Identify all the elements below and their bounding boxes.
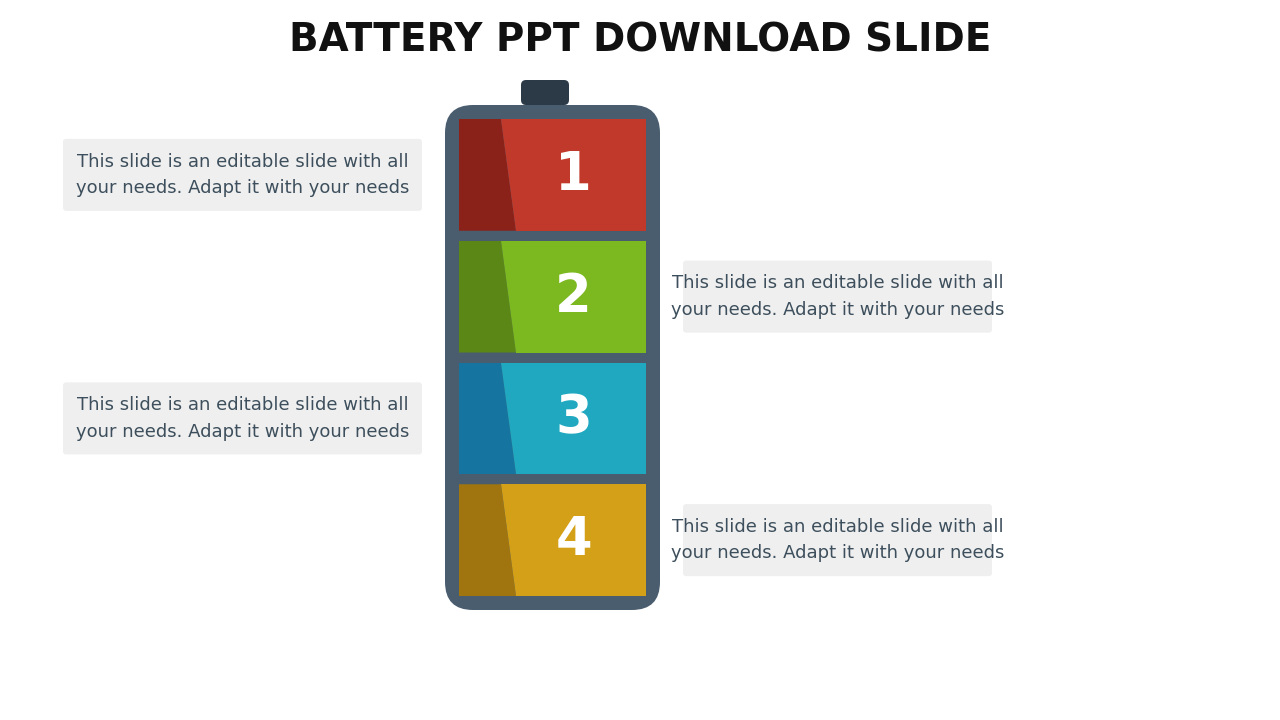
Polygon shape	[460, 119, 516, 230]
Text: 4: 4	[556, 514, 591, 566]
FancyBboxPatch shape	[63, 382, 422, 454]
FancyBboxPatch shape	[684, 261, 992, 333]
Bar	[460, 230, 646, 240]
FancyBboxPatch shape	[63, 139, 422, 211]
Text: This slide is an editable slide with all
your needs. Adapt it with your needs: This slide is an editable slide with all…	[671, 274, 1005, 319]
Polygon shape	[500, 362, 646, 474]
Text: 3: 3	[556, 392, 591, 444]
Text: 1: 1	[556, 149, 591, 201]
Polygon shape	[460, 240, 516, 353]
Text: This slide is an editable slide with all
your needs. Adapt it with your needs: This slide is an editable slide with all…	[76, 153, 410, 197]
Bar	[460, 474, 646, 485]
Polygon shape	[500, 119, 646, 230]
Text: 2: 2	[556, 271, 591, 323]
Polygon shape	[460, 362, 516, 474]
Text: BATTERY PPT DOWNLOAD SLIDE: BATTERY PPT DOWNLOAD SLIDE	[289, 21, 991, 59]
FancyBboxPatch shape	[521, 80, 570, 105]
Text: This slide is an editable slide with all
your needs. Adapt it with your needs: This slide is an editable slide with all…	[671, 518, 1005, 562]
Text: This slide is an editable slide with all
your needs. Adapt it with your needs: This slide is an editable slide with all…	[76, 396, 410, 441]
Bar	[460, 353, 646, 362]
FancyBboxPatch shape	[445, 105, 660, 610]
FancyBboxPatch shape	[684, 504, 992, 576]
Polygon shape	[500, 485, 646, 596]
Polygon shape	[500, 240, 646, 353]
Polygon shape	[460, 485, 516, 596]
